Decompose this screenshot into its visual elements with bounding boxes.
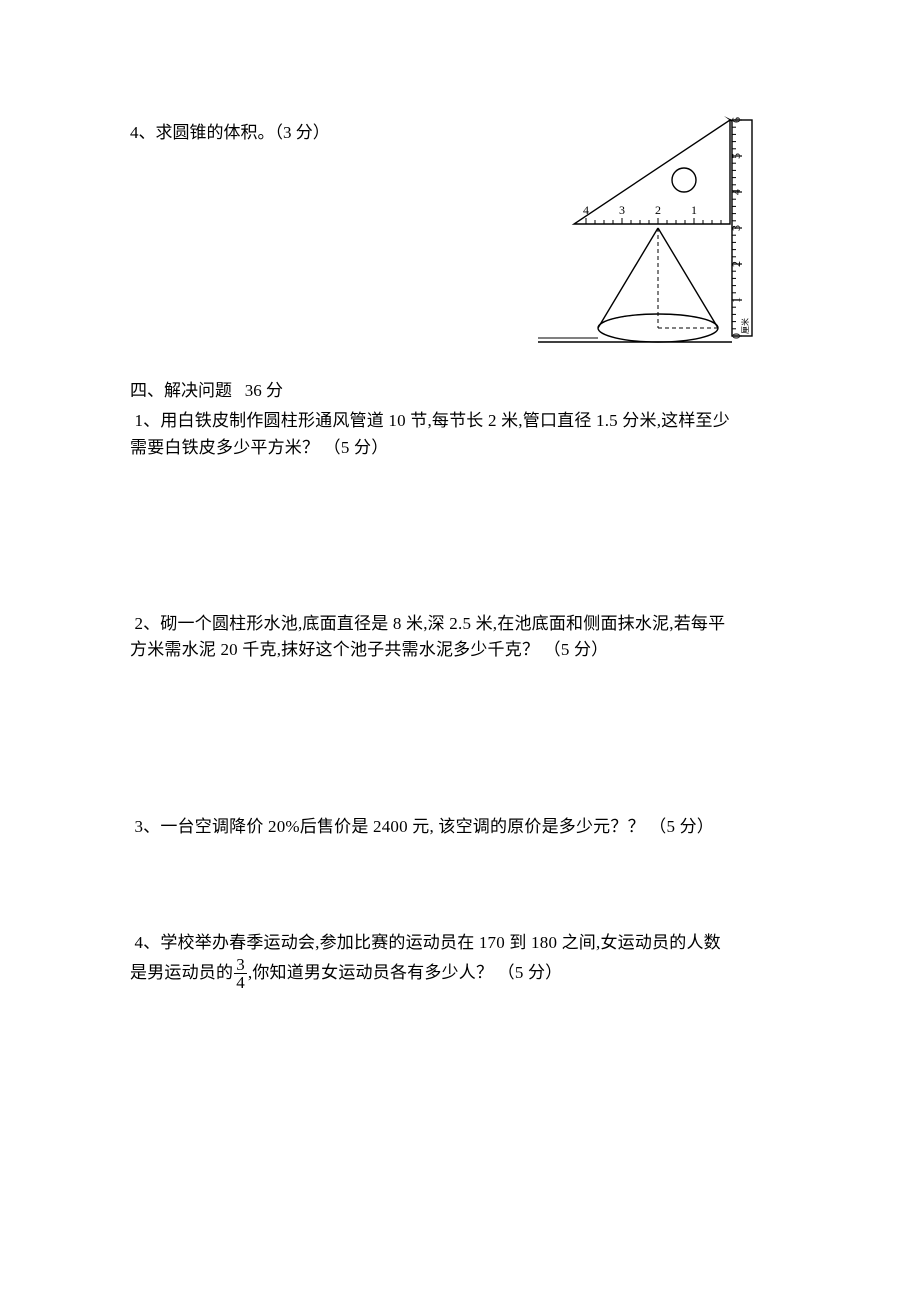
p1-text-b: 需要白铁皮多少平方米？ (130, 438, 319, 457)
problem-1: 1、用白铁皮制作圆柱形通风管道 10 节,每节长 2 米,管口直径 1.5 分米… (130, 408, 790, 461)
svg-text:4: 4 (583, 203, 589, 217)
svg-text:1: 1 (691, 203, 697, 217)
q4-label: 4、求圆锥的体积。 (130, 123, 275, 142)
p2-points: 5 分 (561, 640, 591, 659)
q4-points: 3 分 (283, 123, 313, 142)
p3-text-a: 、一台空调降价 20%后售价是 2400 元, 该空调的原价是多少元？？ (143, 817, 645, 836)
svg-text:5: 5 (729, 153, 743, 159)
cone-shape (538, 228, 732, 342)
p2-text-a: 、砌一个圆柱形水池,底面直径是 8 米,深 2.5 米,在池底面和侧面抹水泥,若… (143, 614, 725, 633)
section-4-points: 36 分 (245, 381, 283, 400)
problem-2: 2、砌一个圆柱形水池,底面直径是 8 米,深 2.5 米,在池底面和侧面抹水泥,… (130, 611, 790, 664)
p3-points: 5 分 (666, 817, 696, 836)
p1-text-a: 、用白铁皮制作圆柱形通风管道 10 节,每节长 2 米,管口直径 1.5 分米,… (143, 411, 730, 430)
svg-text:1: 1 (729, 297, 743, 303)
p4-text-b-post: ,你知道男女运动员各有多少人？ (248, 963, 493, 982)
svg-text:3: 3 (619, 203, 625, 217)
set-square: 1 2 3 4 (574, 120, 730, 224)
p2-num: 2 (134, 614, 143, 633)
p4-text-b-pre: 是男运动员的 (130, 963, 233, 982)
p4-points: 5 分 (515, 963, 545, 982)
p3-num: 3 (134, 817, 143, 836)
svg-text:3: 3 (729, 225, 743, 231)
question-4-cone: 4、求圆锥的体积。（3 分） 0 1 2 3 4 5 6 (130, 120, 790, 344)
p4-fraction: 34 (234, 956, 247, 991)
problem-3: 3、一台空调降价 20%后售价是 2400 元, 该空调的原价是多少元？？ （5… (130, 814, 790, 840)
svg-text:厘米: 厘米 (740, 318, 750, 334)
p2-text-b: 方米需水泥 20 千克,抹好这个池子共需水泥多少千克？ (130, 640, 539, 659)
p4-frac-num: 3 (234, 956, 247, 974)
section-4-title-row: 四、解决问题 36 分 (130, 378, 790, 404)
p1-points: 5 分 (341, 438, 371, 457)
p4-num: 4 (134, 933, 143, 952)
svg-text:2: 2 (655, 203, 661, 217)
p1-num: 1 (134, 411, 143, 430)
q4-text-block: 4、求圆锥的体积。（3 分） (130, 120, 330, 146)
svg-text:4: 4 (729, 189, 743, 195)
p4-frac-den: 4 (234, 974, 247, 991)
section-4-title: 四、解决问题 (130, 381, 232, 400)
problem-4: 4、学校举办春季运动会,参加比赛的运动员在 170 到 180 之间,女运动员的… (130, 930, 790, 992)
p4-text-a: 、学校举办春季运动会,参加比赛的运动员在 170 到 180 之间,女运动员的人… (143, 933, 721, 952)
cone-ruler-figure: 0 1 2 3 4 5 6 (534, 114, 770, 344)
exam-page: 4、求圆锥的体积。（3 分） 0 1 2 3 4 5 6 (0, 0, 920, 1112)
svg-text:2: 2 (729, 261, 743, 267)
